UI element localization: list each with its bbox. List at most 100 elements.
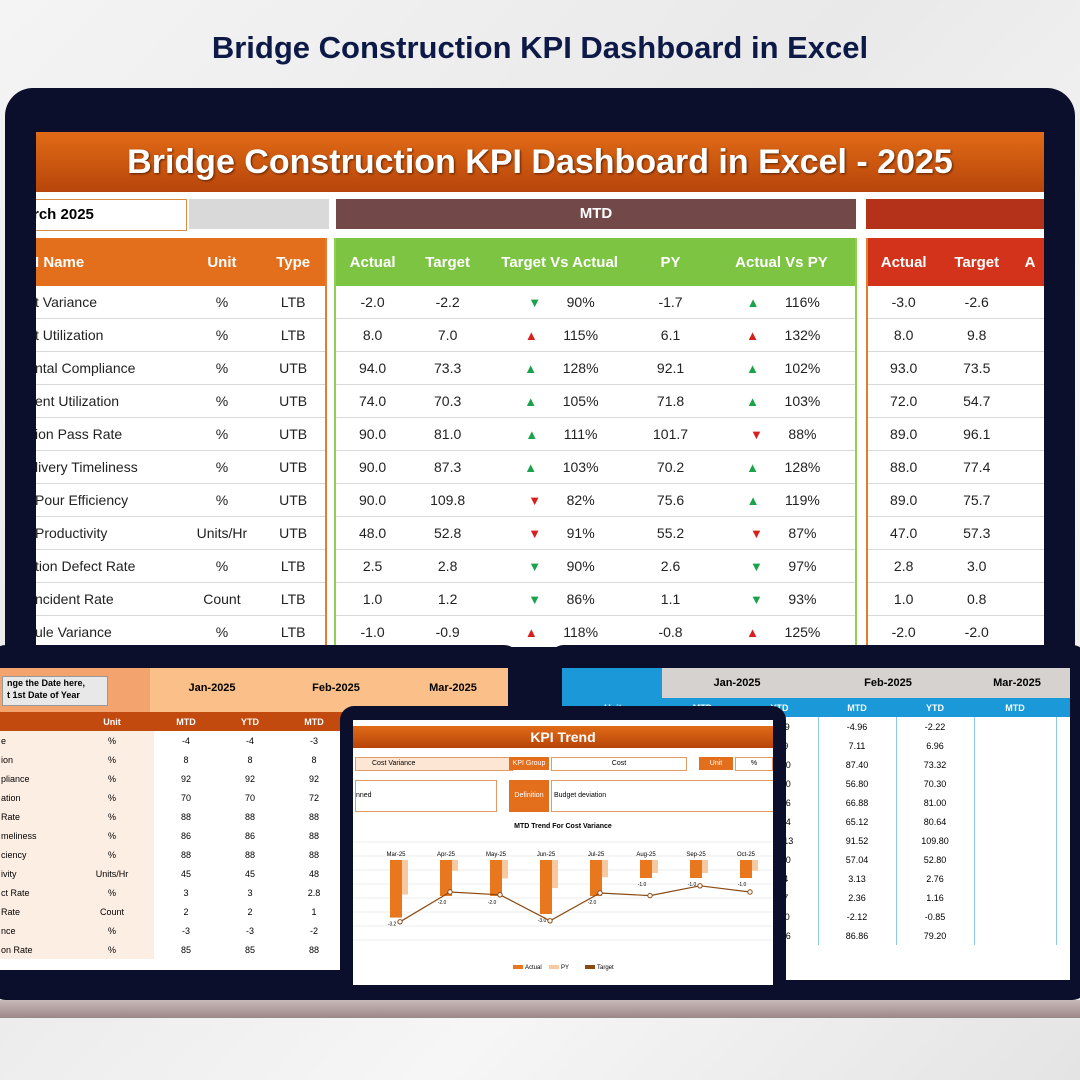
ytd-next-cell	[1014, 450, 1044, 484]
arrow-up-icon: ▲	[746, 460, 759, 475]
legend-label: Target	[597, 965, 614, 971]
target-point	[747, 889, 753, 895]
ytd-next-cell	[1014, 582, 1044, 616]
arrow-down-icon: ▼	[749, 592, 763, 607]
left-cell: %	[70, 826, 154, 845]
ytd-actual-cell: 93.0	[867, 351, 940, 385]
left-cell: Units/Hr	[70, 864, 154, 883]
data-label: -1.0	[738, 882, 747, 888]
category-label: Jul-25	[588, 852, 605, 858]
category-label: May-25	[486, 852, 507, 858]
ytd-target-cell: 54.7	[939, 384, 1015, 418]
left-cell: -3	[181, 925, 190, 936]
left-cell: ct Rate	[0, 883, 70, 902]
ytd-actual-cell: 8.0	[867, 318, 940, 352]
ytd-actual-cell: 88.0	[867, 450, 940, 484]
right-cell: 7.11	[818, 736, 897, 755]
right-cell: 73.32	[896, 755, 975, 774]
actual-cell: 90.0	[335, 417, 410, 451]
category-label: Aug-25	[636, 852, 656, 858]
arrow-up-icon: ▲	[524, 460, 538, 475]
right-cell: 86.86	[818, 926, 897, 945]
target-line	[399, 885, 751, 923]
unit-cell: %	[182, 549, 262, 583]
py-cell: 71.8	[633, 384, 708, 418]
left-cell: ation	[0, 788, 70, 807]
avp-value: 125%	[784, 624, 821, 640]
left-cell: 92	[180, 773, 191, 784]
spacer-band	[189, 199, 329, 229]
right-empty-cell	[974, 774, 1057, 793]
left-cell: %	[70, 788, 154, 807]
right-cell: -4.96	[818, 717, 897, 736]
left-cell: %	[70, 731, 154, 750]
left-cell: 2.8	[307, 887, 321, 898]
kpi-name-cell: t Variance	[36, 286, 183, 319]
kpi-name-cell: ncident Rate	[36, 582, 183, 616]
target-vs-actual-cell: ▲ 103%	[486, 450, 634, 484]
arrow-down-icon: ▼	[749, 427, 763, 442]
target-cell: 52.8	[409, 516, 487, 550]
rs-col-rest	[1056, 698, 1070, 717]
ytd-target-cell: -2.0	[939, 615, 1015, 647]
kpi-name-cell: t Utilization	[36, 318, 183, 352]
left-cell: 85	[244, 944, 255, 955]
actual-vs-py-cell: ▼ 97%	[707, 549, 856, 583]
type-cell: LTB	[261, 318, 326, 352]
tva-value: 111%	[563, 426, 598, 442]
py-cell: 55.2	[633, 516, 708, 550]
bar-actual	[540, 860, 552, 914]
right-cell: 56.80	[818, 774, 897, 793]
unit-cell: Count	[182, 582, 262, 616]
target-point	[647, 892, 653, 899]
table-row: 8.0 9.8	[867, 318, 1044, 352]
bar-py	[502, 860, 508, 879]
target-vs-actual-cell: ▲ 128%	[486, 351, 634, 385]
arrow-down-icon: ▼	[528, 493, 542, 508]
bar-actual	[740, 860, 752, 878]
arrow-up-icon: ▲	[746, 394, 759, 409]
table-row: ion% 8 8 8	[0, 750, 508, 769]
right-cell: 81.00	[896, 793, 975, 812]
left-cell: -4	[245, 735, 254, 746]
right-empty-cell	[974, 793, 1057, 812]
right-empty-cell	[974, 926, 1057, 945]
ytd-target-cell: 75.7	[939, 483, 1015, 517]
right-cell: 70.30	[896, 774, 975, 793]
data-label: -1.0	[688, 882, 697, 888]
left-cell: %	[70, 807, 154, 826]
left-cell: 88	[308, 830, 319, 841]
trend-sheet: KPI Trend Cost Variance KPI Group Cost U…	[353, 720, 773, 985]
left-cell: ivity	[0, 864, 70, 883]
right-empty-cell	[974, 831, 1057, 850]
left-cell: 2	[183, 906, 189, 917]
kpi-name-cell: ule Variance	[36, 615, 183, 647]
table-row: Productivity Units/Hr UTB	[36, 516, 326, 550]
table-row: t Utilization% LTB	[36, 318, 326, 352]
target-vs-actual-cell: ▼ 91%	[486, 516, 634, 550]
left-cell: 88	[308, 944, 319, 955]
right-empty-cell	[974, 755, 1057, 774]
tva-value: 128%	[562, 360, 599, 376]
right-cell: 87.40	[818, 755, 897, 774]
type-cell: UTB	[261, 384, 326, 418]
actual-vs-py-cell: ▲ 128%	[707, 450, 856, 484]
tva-value: 103%	[562, 459, 599, 475]
left-cell: nce	[0, 921, 70, 940]
ytd-actual-cell: 1.0	[867, 582, 940, 616]
actual-cell: -1.0	[335, 615, 410, 647]
table-row: -2.0 -2.2 ▼ 90% -1.7 ▲ 116%	[335, 286, 856, 319]
rs-corner	[562, 668, 662, 712]
ytd-next-cell	[1014, 483, 1044, 517]
unit-cell: %	[182, 483, 262, 517]
trend-left-box: nned	[355, 780, 497, 812]
mtd-header: MTD	[336, 199, 856, 229]
data-label: -2.0	[438, 900, 447, 906]
data-label: -3.2	[388, 922, 397, 928]
right-cell: 2.76	[896, 869, 975, 888]
avp-value: 119%	[785, 492, 820, 508]
arrow-down-icon: ▼	[528, 592, 542, 607]
kpi-name-select[interactable]: Cost Variance	[355, 757, 513, 771]
month-selector[interactable]: rch 2025	[36, 199, 187, 231]
rs-month-feb: Feb-2025	[864, 677, 912, 689]
